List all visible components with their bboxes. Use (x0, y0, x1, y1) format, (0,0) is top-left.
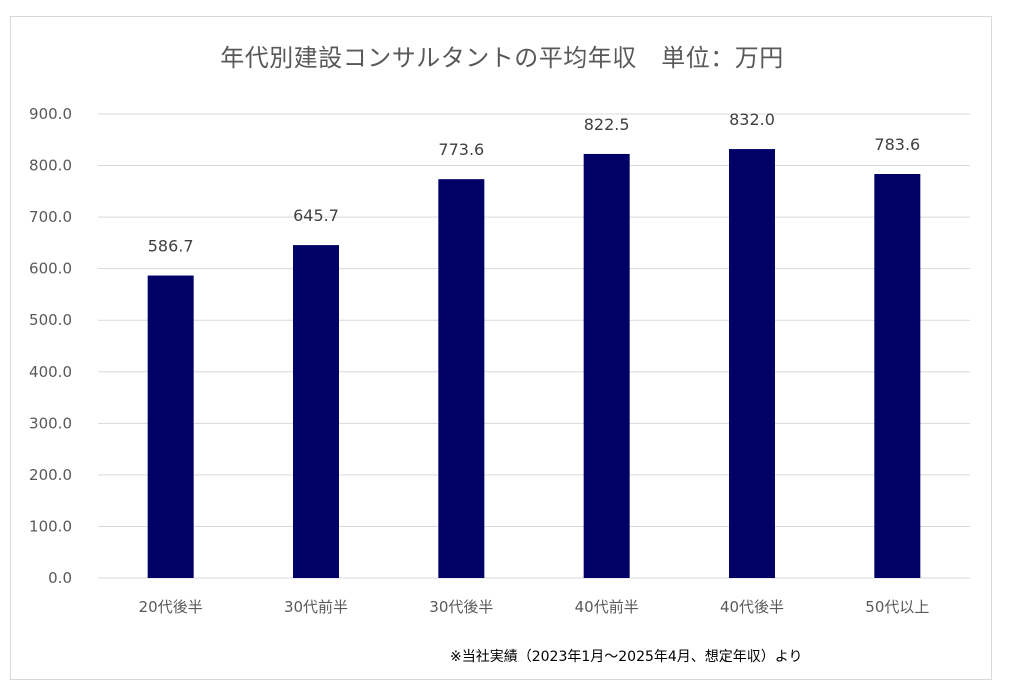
y-tick-label-8: 800.0 (29, 157, 72, 175)
x-tick-label-0: 20代後半 (139, 598, 203, 616)
data-label-5: 783.6 (874, 135, 920, 154)
footnote: ※当社実績（2023年1月～2025年4月、想定年収）より (450, 649, 803, 665)
data-label-1: 645.7 (293, 206, 339, 225)
y-tick-label-9: 900.0 (29, 105, 72, 123)
data-label-0: 586.7 (148, 237, 194, 256)
bar-0 (147, 275, 194, 578)
chart-title: 年代別建設コンサルタントの平均年収 単位：万円 (220, 44, 784, 72)
y-tick-label-4: 400.0 (29, 363, 72, 381)
y-tick-label-5: 500.0 (29, 311, 72, 329)
bar-1 (293, 245, 339, 578)
bar-5 (874, 174, 921, 578)
bar-2 (438, 179, 485, 578)
y-tick-label-2: 200.0 (29, 466, 72, 484)
y-tick-label-1: 100.0 (29, 517, 72, 535)
x-tick-label-2: 30代後半 (429, 598, 493, 616)
y-tick-label-3: 300.0 (29, 414, 72, 432)
x-tick-label-5: 50代以上 (865, 598, 929, 616)
data-label-4: 832.0 (729, 110, 775, 129)
data-label-3: 822.5 (584, 115, 630, 134)
bar-3 (583, 153, 630, 578)
y-tick-label-6: 600.0 (29, 260, 72, 278)
x-tick-label-1: 30代前半 (284, 598, 348, 616)
y-tick-label-0: 0.0 (48, 569, 72, 587)
y-tick-label-7: 700.0 (29, 208, 72, 226)
bar-4 (729, 149, 775, 578)
x-tick-label-4: 40代後半 (720, 598, 784, 616)
x-tick-label-3: 40代前半 (575, 598, 639, 616)
data-label-2: 773.6 (438, 140, 484, 159)
